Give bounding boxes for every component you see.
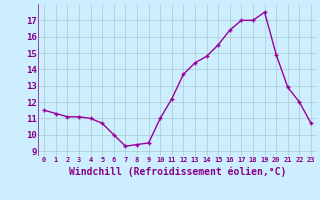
X-axis label: Windchill (Refroidissement éolien,°C): Windchill (Refroidissement éolien,°C) xyxy=(69,166,286,177)
